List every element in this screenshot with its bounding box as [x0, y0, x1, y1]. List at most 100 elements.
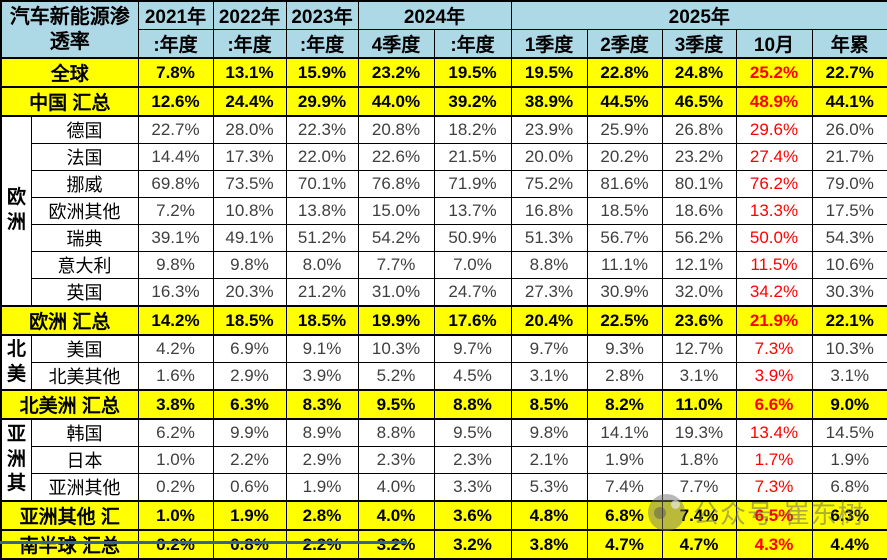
data-cell: 21.2%	[285, 278, 359, 307]
country-row: 英国 16.3% 20.3% 21.2% 31.0% 24.7% 27.3% 30.9% 32.…	[1, 278, 887, 307]
data-cell: 34.2%	[735, 278, 813, 307]
data-cell: 71.9%	[433, 170, 512, 198]
data-cell: 16.3%	[137, 278, 214, 307]
period-header: 2季度	[586, 29, 663, 59]
period-header: :年度	[285, 29, 359, 59]
data-cell: 1.9%	[212, 500, 287, 531]
data-cell: 19.9%	[357, 305, 435, 336]
data-cell: 12.7%	[661, 334, 737, 363]
data-cell: 9.9%	[212, 418, 287, 447]
period-header: :年度	[137, 29, 214, 59]
table-body: 全球 7.8% 13.1% 15.9% 23.2% 19.5% 19.5% 22.8% 24.8…	[0, 57, 887, 560]
data-cell: 23.6%	[661, 305, 737, 336]
country-row: 北美其他 1.6% 2.9% 3.9% 5.2% 4.5% 3.1% 2.8% 3.1% 3.9%…	[1, 362, 887, 391]
region-group-label: 北美	[0, 334, 32, 391]
region-group-label: 欧洲	[0, 115, 32, 307]
data-cell: 15.9%	[285, 57, 359, 88]
country-row: 瑞典 39.1% 49.1% 51.2% 54.2% 50.9% 51.3% 56.7% 56.…	[1, 224, 887, 252]
data-cell: 1.6%	[137, 362, 214, 391]
data-cell: 23.2%	[661, 143, 737, 171]
data-cell: 44.0%	[357, 86, 435, 117]
data-cell: 20.8%	[357, 115, 435, 144]
country-row: 挪威 69.8% 73.5% 70.1% 76.8% 71.9% 75.2% 81.6% 80.…	[1, 170, 887, 198]
row-label: 南半球 汇总	[0, 529, 139, 560]
data-cell: 24.8%	[661, 57, 737, 88]
header-year-row: 汽车新能源渗透率 2021年 2022年 2023年 2024年 2025年	[0, 0, 887, 59]
data-cell: 14.4%	[137, 143, 214, 171]
data-cell: 51.2%	[285, 224, 359, 252]
data-cell: 2.2%	[212, 446, 287, 474]
data-cell: 56.7%	[586, 224, 663, 252]
data-cell: 7.8%	[137, 57, 214, 88]
data-cell: 32.0%	[661, 278, 737, 307]
row-label: 亚洲其他	[30, 473, 139, 502]
data-cell: 73.5%	[212, 170, 287, 198]
data-cell: 44.5%	[586, 86, 663, 117]
col-header-2024: 2024年	[357, 0, 512, 30]
data-cell: 80.1%	[661, 170, 737, 198]
data-cell: 26.0%	[811, 115, 887, 144]
data-cell: 26.8%	[661, 115, 737, 144]
data-cell: 4.8%	[510, 500, 588, 531]
country-row: 亚洲其他 0.2% 0.6% 1.9% 4.0% 3.3% 5.3% 7.4% 7.7% 7.3%…	[1, 473, 887, 502]
data-cell: 3.1%	[811, 362, 887, 391]
data-cell: 4.3%	[735, 529, 813, 560]
data-cell: 9.8%	[137, 251, 214, 279]
data-cell: 7.2%	[137, 197, 214, 225]
row-label: 中国 汇总	[0, 86, 139, 117]
data-cell: 10.6%	[811, 251, 887, 279]
data-cell: 10.8%	[212, 197, 287, 225]
data-cell: 30.3%	[811, 278, 887, 307]
data-cell: 50.0%	[735, 224, 813, 252]
data-cell: 6.8%	[811, 473, 887, 502]
row-label: 亚洲其他 汇	[0, 500, 139, 531]
country-row: 意大利 9.8% 9.8% 8.0% 7.7% 7.0% 8.8% 11.1% 12.1% 11.…	[1, 251, 887, 279]
data-cell: 20.0%	[510, 143, 588, 171]
data-cell: 9.8%	[212, 251, 287, 279]
data-cell: 8.8%	[357, 418, 435, 447]
col-header-2023: 2023年	[285, 0, 359, 30]
row-label: 美国	[30, 334, 139, 363]
data-cell: 44.1%	[811, 86, 887, 117]
data-cell: 8.8%	[433, 389, 512, 420]
data-cell: 8.5%	[510, 389, 588, 420]
period-header: 年累	[811, 29, 887, 59]
summary-row: 亚洲其他 汇 1.0% 1.9% 2.8% 4.0% 3.6% 4.8% 6.8% 7.4% 6.…	[0, 500, 887, 531]
data-cell: 27.4%	[735, 143, 813, 171]
data-cell: 22.1%	[811, 305, 887, 336]
country-row: 欧洲其他 7.2% 10.8% 13.8% 15.0% 13.7% 16.8% 18.5% 18…	[1, 197, 887, 225]
data-cell: 2.2%	[285, 529, 359, 560]
data-cell: 21.9%	[735, 305, 813, 336]
data-cell: 46.5%	[661, 86, 737, 117]
data-cell: 2.3%	[357, 446, 435, 474]
data-cell: 0.6%	[212, 473, 287, 502]
data-cell: 3.1%	[510, 362, 588, 391]
row-label: 欧洲其他	[30, 197, 139, 225]
row-label: 韩国	[30, 418, 139, 447]
data-cell: 17.3%	[212, 143, 287, 171]
data-cell: 30.9%	[586, 278, 663, 307]
data-cell: 11.1%	[586, 251, 663, 279]
data-cell: 4.7%	[586, 529, 663, 560]
data-cell: 28.0%	[212, 115, 287, 144]
data-cell: 2.1%	[510, 446, 588, 474]
row-label: 全球	[0, 57, 139, 88]
data-cell: 9.8%	[510, 418, 588, 447]
data-cell: 69.8%	[137, 170, 214, 198]
row-label: 欧洲 汇总	[0, 305, 139, 336]
data-cell: 4.0%	[357, 500, 435, 531]
data-cell: 5.3%	[510, 473, 588, 502]
data-cell: 39.1%	[137, 224, 214, 252]
data-cell: 13.8%	[285, 197, 359, 225]
data-cell: 1.0%	[137, 500, 214, 531]
data-cell: 1.9%	[586, 446, 663, 474]
data-cell: 4.0%	[357, 473, 435, 502]
data-cell: 22.6%	[357, 143, 435, 171]
row-label: 北美其他	[30, 362, 139, 391]
data-cell: 3.6%	[433, 500, 512, 531]
data-cell: 81.6%	[586, 170, 663, 198]
row-label: 法国	[30, 143, 139, 171]
region-group-label: 亚洲其	[0, 418, 32, 502]
data-cell: 7.3%	[735, 334, 813, 363]
